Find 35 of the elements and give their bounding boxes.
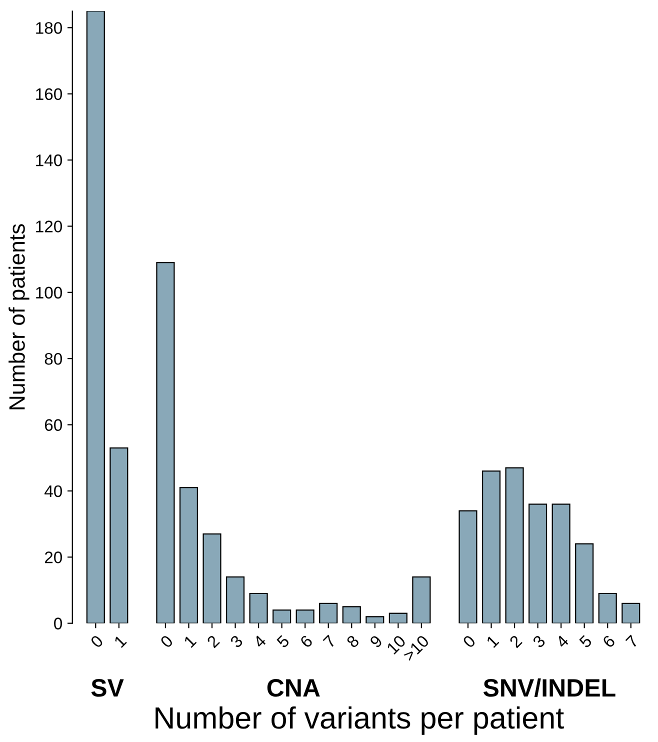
x-tick-label: 6 bbox=[602, 634, 616, 648]
y-tick-label: 60 bbox=[44, 419, 62, 431]
x-tick-label: 0 bbox=[90, 634, 104, 648]
y-tick-label: 100 bbox=[36, 286, 62, 299]
x-tick-label: 4 bbox=[555, 634, 570, 649]
x-tick-label: 1 bbox=[114, 634, 127, 648]
y-tick-label: 140 bbox=[36, 154, 62, 166]
x-tick-label: 3 bbox=[532, 634, 546, 648]
text: SV bbox=[91, 679, 124, 697]
y-axis-title: Number of patients bbox=[8, 224, 30, 410]
x-tick-label: 9 bbox=[369, 634, 383, 648]
text: SNV/INDEL bbox=[483, 678, 616, 697]
x-tick-label: 2 bbox=[508, 634, 522, 648]
y-tick-label: 20 bbox=[44, 552, 62, 564]
y-tick-label: 40 bbox=[44, 485, 62, 498]
x-tick-label: 5 bbox=[276, 634, 290, 648]
x-tick-label: 6 bbox=[299, 634, 314, 648]
y-tick-label: 0 bbox=[54, 618, 62, 630]
x-tick-label: 7 bbox=[625, 634, 639, 648]
x-tick-label: 2 bbox=[206, 634, 220, 648]
x-axis-title: Number of variants per patient bbox=[156, 706, 564, 735]
x-tick-label: 8 bbox=[346, 634, 360, 648]
y-tick-label: 80 bbox=[44, 352, 62, 365]
x-tick-label: 4 bbox=[252, 634, 267, 649]
x-tick-label: 0 bbox=[462, 634, 476, 648]
x-tick-label: 3 bbox=[229, 634, 244, 648]
x-tick-label: 5 bbox=[578, 634, 592, 648]
x-tick-label: 1 bbox=[184, 634, 197, 648]
y-tick-label: 180 bbox=[36, 22, 62, 34]
x-tick-label: 0 bbox=[160, 634, 174, 648]
y-tick-label: 160 bbox=[36, 88, 62, 100]
y-tick-label: 120 bbox=[36, 220, 62, 232]
text: CNA bbox=[267, 679, 320, 697]
x-tick-label: 1 bbox=[486, 634, 500, 648]
x-tick-label: 7 bbox=[322, 634, 336, 648]
